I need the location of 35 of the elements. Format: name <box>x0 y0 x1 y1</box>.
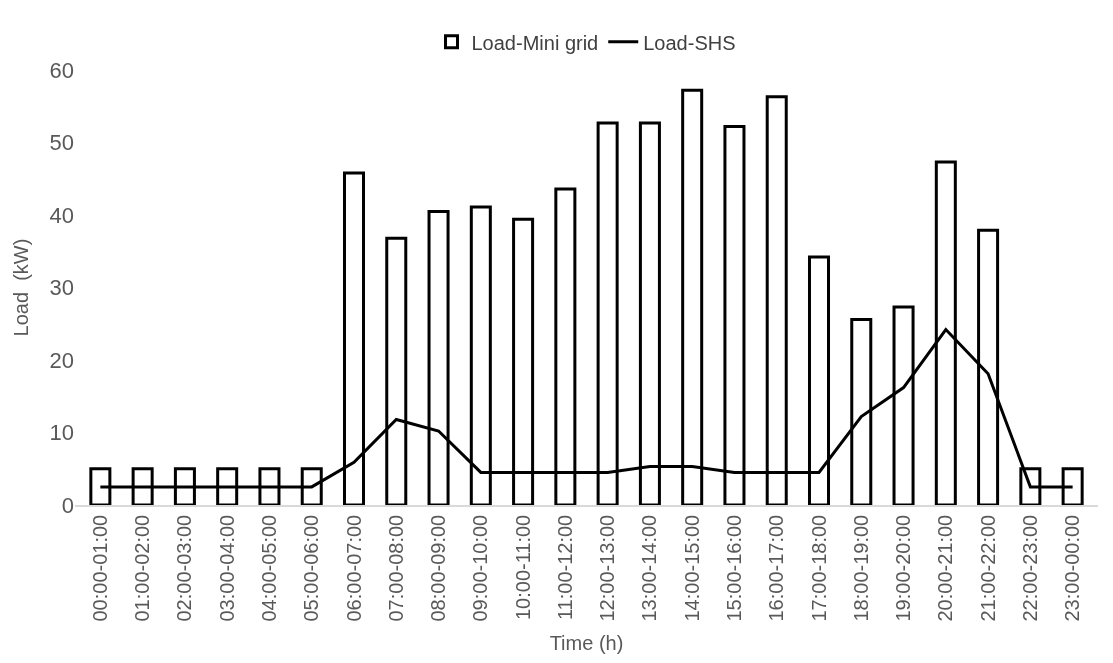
x-tick-label: 13:00-14:00 <box>638 514 661 622</box>
x-tick-label: 14:00-15:00 <box>680 514 703 622</box>
x-tick-label: 11:00-12:00 <box>553 514 576 621</box>
x-tick-label: 05:00-06:00 <box>300 514 323 622</box>
x-tick-label: 07:00-08:00 <box>384 514 407 622</box>
y-tick-label: 0 <box>61 492 74 518</box>
x-tick-label: 00:00-01:00 <box>88 514 111 622</box>
x-tick-label: 22:00-23:00 <box>1018 514 1041 622</box>
legend-label: Load-SHS <box>643 31 736 54</box>
x-tick-label: 17:00-18:00 <box>807 514 830 622</box>
x-tick-label: 18:00-19:00 <box>849 514 872 622</box>
y-tick-label: 20 <box>49 347 74 373</box>
y-tick-label: 50 <box>49 130 74 156</box>
x-tick-label: 20:00-21:00 <box>934 514 957 622</box>
x-axis-title: Time (h) <box>549 631 624 654</box>
y-tick-label: 60 <box>49 57 74 83</box>
x-tick-label: 04:00-05:00 <box>257 514 280 622</box>
x-tick-label: 06:00-07:00 <box>342 514 365 622</box>
x-tick-label: 08:00-09:00 <box>427 514 450 622</box>
y-tick-label: 30 <box>49 275 74 301</box>
legend-label: Load-Mini grid <box>471 31 599 54</box>
x-tick-label: 02:00-03:00 <box>173 514 196 622</box>
y-axis-title: Load (kW) <box>10 238 33 337</box>
x-tick-label: 19:00-20:00 <box>892 514 915 622</box>
x-tick-label: 16:00-17:00 <box>765 514 788 622</box>
x-tick-label: 23:00-00:00 <box>1061 514 1084 622</box>
x-tick-label: 09:00-10:00 <box>469 514 492 622</box>
x-tick-label: 03:00-04:00 <box>215 514 238 622</box>
y-tick-label: 10 <box>49 420 74 446</box>
y-tick-label: 40 <box>49 202 74 228</box>
x-tick-label: 10:00-11:00 <box>511 514 534 621</box>
x-tick-label: 01:00-02:00 <box>131 514 154 622</box>
x-tick-label: 15:00-16:00 <box>722 514 745 622</box>
x-tick-label: 12:00-13:00 <box>596 514 619 622</box>
x-tick-label: 21:00-22:00 <box>976 514 999 622</box>
